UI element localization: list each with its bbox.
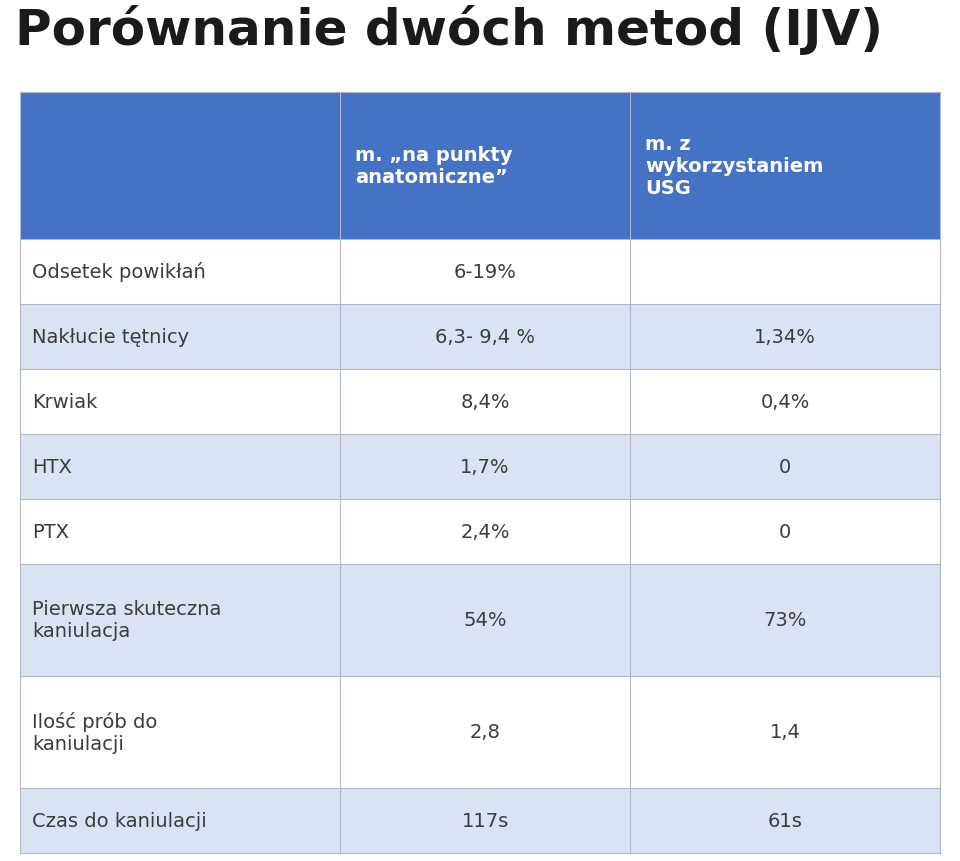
Bar <box>630 564 940 676</box>
Bar <box>340 564 630 676</box>
Text: 6,3- 9,4 %: 6,3- 9,4 % <box>435 328 535 347</box>
Bar <box>630 788 940 853</box>
Bar <box>340 93 630 239</box>
Bar <box>20 676 340 788</box>
Bar <box>340 435 630 499</box>
Bar <box>340 788 630 853</box>
Text: 54%: 54% <box>464 610 507 629</box>
Text: 117s: 117s <box>462 811 509 830</box>
Text: 0,4%: 0,4% <box>760 393 809 412</box>
Bar <box>630 369 940 435</box>
Text: 1,4: 1,4 <box>770 722 801 741</box>
Bar <box>630 305 940 369</box>
Bar <box>340 305 630 369</box>
Text: 8,4%: 8,4% <box>460 393 510 412</box>
Text: 2,4%: 2,4% <box>460 523 510 542</box>
Text: Nakłucie tętnicy: Nakłucie tętnicy <box>32 328 189 347</box>
Text: Odsetek powikłań: Odsetek powikłań <box>32 263 205 282</box>
Bar <box>340 369 630 435</box>
Bar <box>20 369 340 435</box>
Bar <box>340 239 630 305</box>
Text: 6-19%: 6-19% <box>453 263 516 282</box>
Bar <box>20 305 340 369</box>
Text: PTX: PTX <box>32 523 69 542</box>
Bar <box>20 239 340 305</box>
Text: Czas do kaniulacji: Czas do kaniulacji <box>32 811 206 830</box>
Text: 0: 0 <box>779 523 791 542</box>
Bar <box>20 435 340 499</box>
Bar <box>630 499 940 564</box>
Bar <box>340 499 630 564</box>
Bar <box>630 435 940 499</box>
Bar <box>20 93 340 239</box>
Text: 1,7%: 1,7% <box>460 457 510 476</box>
Text: 0: 0 <box>779 457 791 476</box>
Bar <box>20 564 340 676</box>
Text: 61s: 61s <box>768 811 803 830</box>
Text: HTX: HTX <box>32 457 72 476</box>
Bar <box>340 676 630 788</box>
Text: Ilość prób do
kaniulacji: Ilość prób do kaniulacji <box>32 711 157 753</box>
Bar <box>20 788 340 853</box>
Text: 73%: 73% <box>763 610 806 629</box>
Text: m. „na punkty
anatomiczne”: m. „na punkty anatomiczne” <box>355 146 513 187</box>
Bar <box>630 93 940 239</box>
Text: Porównanie dwóch metod (IJV): Porównanie dwóch metod (IJV) <box>15 5 883 55</box>
Text: 2,8: 2,8 <box>469 722 500 741</box>
Text: m. z
wykorzystaniem
USG: m. z wykorzystaniem USG <box>645 135 824 198</box>
Text: 1,34%: 1,34% <box>754 328 816 347</box>
Text: Pierwsza skuteczna
kaniulacja: Pierwsza skuteczna kaniulacja <box>32 600 222 641</box>
Bar <box>630 676 940 788</box>
Bar <box>630 239 940 305</box>
Bar <box>20 499 340 564</box>
Text: Krwiak: Krwiak <box>32 393 97 412</box>
